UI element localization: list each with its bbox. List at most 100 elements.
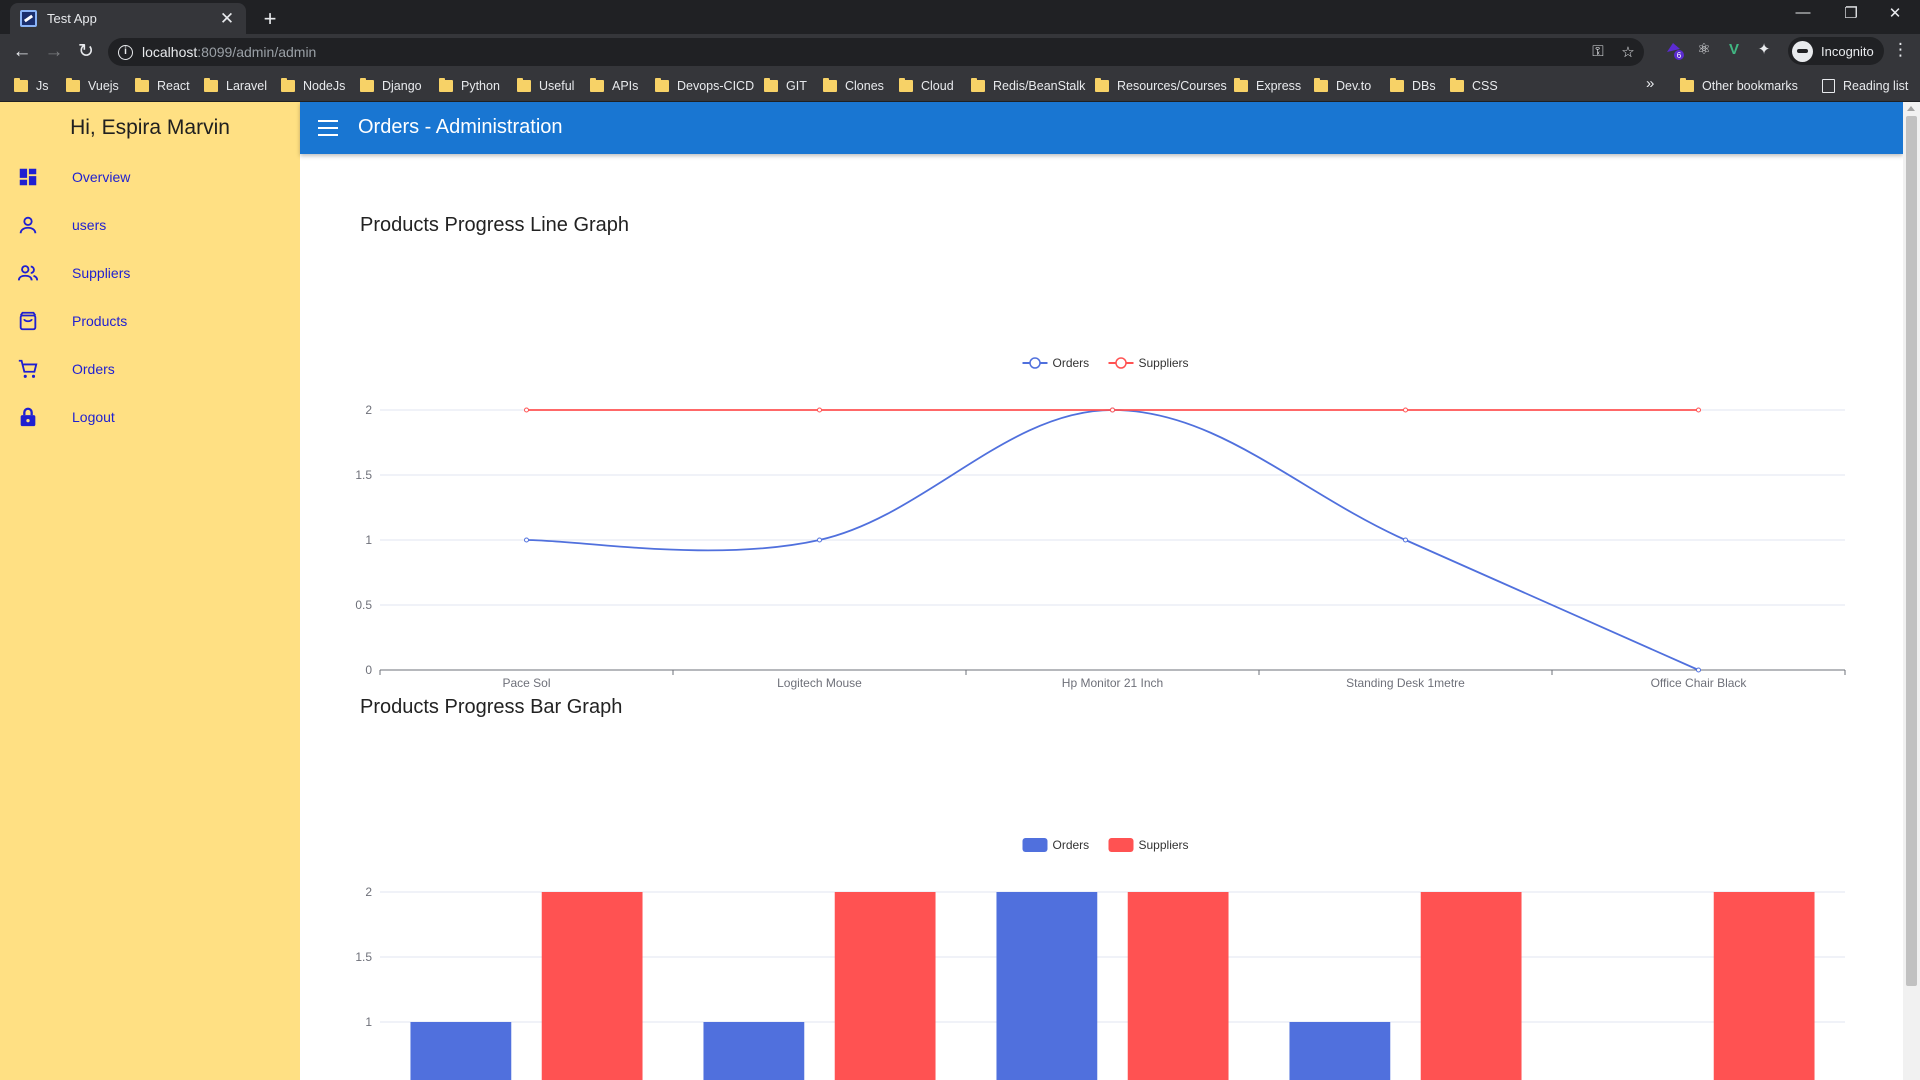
profile-button[interactable]: Incognito xyxy=(1788,37,1884,65)
line-chart-title: Products Progress Line Graph xyxy=(360,214,630,236)
bar-orders xyxy=(1289,1022,1391,1080)
sidebar-item-label: Products xyxy=(72,313,128,329)
data-point-orders xyxy=(1403,537,1408,543)
bookmark-folder[interactable]: Dev.to xyxy=(1314,77,1371,95)
legend-marker-suppliers xyxy=(1115,357,1127,369)
bookmark-folder[interactable]: DBs xyxy=(1390,77,1436,95)
browser-toolbar: ← → ↻ i localhost:8099/admin/admin ⚿ ☆ xyxy=(0,34,1920,70)
app-viewport: Hi, Espira Marvin Overview users Supplie… xyxy=(0,102,1920,1080)
data-point-suppliers xyxy=(817,407,822,413)
bar-orders xyxy=(703,1022,805,1080)
bookmark-folder[interactable]: Js xyxy=(14,77,49,95)
browser-menu-icon[interactable]: ⋮ xyxy=(1892,40,1909,59)
sidebar-item-label: users xyxy=(72,217,107,233)
sidebar-item-products[interactable]: Products xyxy=(0,301,300,341)
new-tab-button[interactable]: + xyxy=(263,6,277,31)
y-tick-label: 1 xyxy=(365,1015,372,1029)
star-icon[interactable]: ☆ xyxy=(1621,44,1635,61)
sidebar-item-label: Overview xyxy=(72,169,131,185)
bar-orders xyxy=(996,892,1098,1080)
bookmarks-overflow-icon[interactable]: » xyxy=(1646,75,1655,92)
legend-label: Suppliers xyxy=(1139,356,1189,370)
scroll-thumb[interactable] xyxy=(1906,116,1917,986)
folder-icon xyxy=(204,78,218,92)
folder-icon xyxy=(764,78,778,92)
page-title: Orders - Administration xyxy=(358,116,563,138)
bookmark-folder[interactable]: Devops-CICD xyxy=(655,77,754,95)
sidebar-item-logout[interactable]: Logout xyxy=(0,397,300,437)
data-point-orders xyxy=(1696,667,1701,673)
bookmark-folder[interactable]: Laravel xyxy=(204,77,267,95)
tab-close-icon[interactable]: ✕ xyxy=(219,8,235,28)
bar-orders xyxy=(410,1022,512,1080)
close-window-icon[interactable]: ✕ xyxy=(1888,5,1902,22)
group-icon xyxy=(17,265,39,281)
scroll-up-icon[interactable] xyxy=(1907,106,1915,111)
folder-icon xyxy=(14,78,28,92)
bookmark-folder[interactable]: Django xyxy=(360,77,422,95)
restore-icon[interactable]: ❐ xyxy=(1844,5,1858,22)
bookmark-folder[interactable]: CSS xyxy=(1450,77,1498,95)
bookmark-folder[interactable]: Clones xyxy=(823,77,884,95)
data-point-suppliers xyxy=(524,407,529,413)
sidebar: Hi, Espira Marvin Overview users Supplie… xyxy=(0,102,300,1080)
back-icon[interactable]: ← xyxy=(12,41,32,62)
reading-list[interactable]: Reading list xyxy=(1822,77,1908,95)
key-icon[interactable]: ⚿ xyxy=(1592,43,1604,60)
bookmark-folder[interactable]: Resources/Courses xyxy=(1095,77,1227,95)
user-greeting: Hi, Espira Marvin xyxy=(70,116,230,139)
react-devtools-icon[interactable]: ⚛ xyxy=(1697,41,1711,58)
data-point-orders xyxy=(524,537,529,543)
y-tick-label: 0.5 xyxy=(355,598,372,612)
app-header: Orders - Administration xyxy=(300,102,1903,154)
bookmark-folder[interactable]: NodeJs xyxy=(281,77,345,95)
extensions-puzzle-icon[interactable]: ✦ xyxy=(1757,41,1771,58)
forward-icon[interactable]: → xyxy=(44,41,64,62)
sidebar-item-label: Orders xyxy=(72,361,115,377)
extension-icon[interactable]: 6 xyxy=(1664,40,1684,60)
menu-icon[interactable] xyxy=(318,120,338,136)
other-bookmarks[interactable]: Other bookmarks xyxy=(1680,77,1798,95)
folder-icon xyxy=(1680,78,1694,92)
lock-icon xyxy=(20,407,36,427)
x-tick-label: Office Chair Black xyxy=(1651,676,1748,690)
page-scrollbar[interactable] xyxy=(1903,102,1920,1080)
bookmark-folder[interactable]: Useful xyxy=(517,77,574,95)
browser-tab[interactable]: Test App ✕ xyxy=(10,3,246,34)
folder-icon xyxy=(517,78,531,92)
bookmark-folder[interactable]: Redis/BeanStalk xyxy=(971,77,1085,95)
bookmark-folder[interactable]: Cloud xyxy=(899,77,954,95)
data-point-suppliers xyxy=(1403,407,1408,413)
sidebar-item-users[interactable]: users xyxy=(0,205,300,245)
folder-icon xyxy=(360,78,374,92)
cart-icon xyxy=(18,359,38,378)
folder-icon xyxy=(1450,78,1464,92)
bookmark-folder[interactable]: Python xyxy=(439,77,500,95)
bookmark-folder[interactable]: GIT xyxy=(764,77,807,95)
folder-icon xyxy=(1234,78,1248,92)
profile-label: Incognito xyxy=(1821,43,1874,59)
minimize-icon[interactable]: — xyxy=(1795,4,1811,21)
bookmark-folder[interactable]: Vuejs xyxy=(66,77,119,95)
incognito-icon xyxy=(1792,40,1813,62)
user-icon xyxy=(19,216,37,234)
bookmark-folder[interactable]: APIs xyxy=(590,77,638,95)
bookmark-folder[interactable]: Express xyxy=(1234,77,1301,95)
y-tick-label: 1.5 xyxy=(355,468,372,482)
bar-suppliers xyxy=(834,892,936,1080)
folder-icon xyxy=(1314,78,1328,92)
sidebar-item-orders[interactable]: Orders xyxy=(0,349,300,389)
legend-label: Orders xyxy=(1053,838,1090,852)
bookmark-folder[interactable]: React xyxy=(135,77,190,95)
folder-icon xyxy=(823,78,837,92)
line-chart: Orders Suppliers 0 0.5 1 1.5 2 Pace Sol Logitech… xyxy=(355,356,1846,690)
sidebar-item-overview[interactable]: Overview xyxy=(0,157,300,197)
y-tick-label: 0 xyxy=(365,663,372,677)
site-info-icon[interactable]: i xyxy=(118,44,133,60)
reload-icon[interactable]: ↻ xyxy=(78,41,94,62)
address-bar[interactable]: i localhost:8099/admin/admin ⚿ ☆ xyxy=(108,38,1644,66)
sidebar-item-suppliers[interactable]: Suppliers xyxy=(0,253,300,293)
bar-chart-title: Products Progress Bar Graph xyxy=(360,696,623,718)
app-favicon-icon xyxy=(20,10,37,27)
vue-devtools-icon[interactable]: V xyxy=(1728,41,1739,58)
